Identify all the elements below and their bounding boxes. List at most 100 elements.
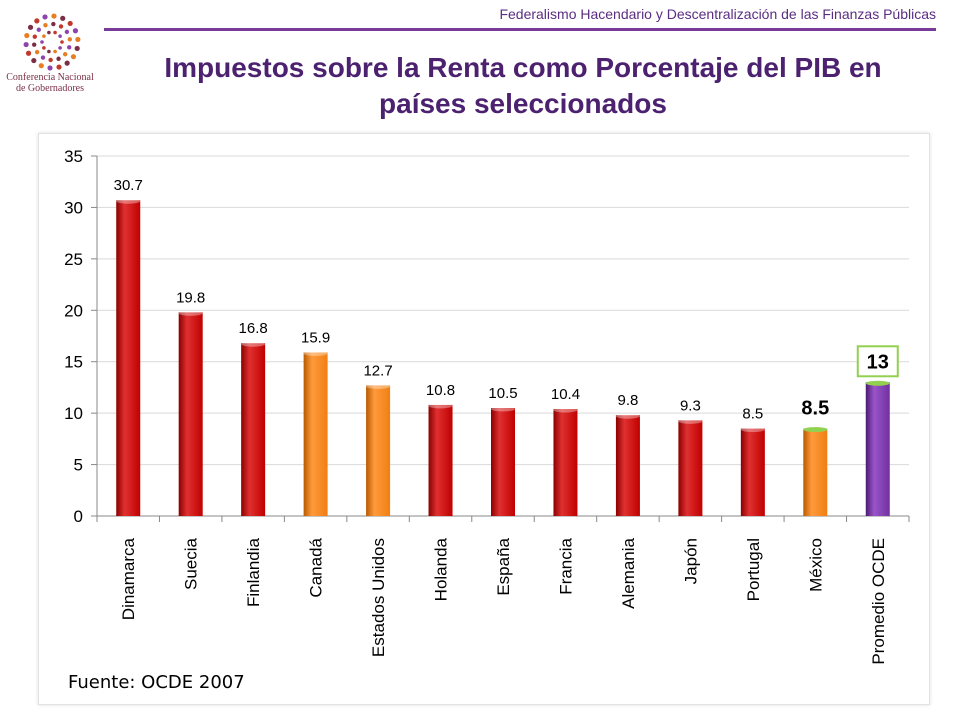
bar [241,343,266,516]
y-tick-label: 25 [64,250,83,269]
logo-dot [62,52,68,57]
bar-cap [303,350,328,356]
slide-title: Impuestos sobre la Renta como Porcentaje… [108,50,938,122]
slide-title-line-2: países seleccionados [379,88,667,119]
logo-text: Conferencia Nacional de Gobernadores [0,72,100,94]
value-label: 9.8 [617,392,638,409]
logo-dot [36,27,42,32]
bar-cap [740,427,765,433]
y-tick-label: 15 [64,353,83,372]
logo-dot [74,45,80,52]
bar [366,385,391,516]
value-label: 9.3 [680,397,701,414]
chart-panel: 0 5 10 15 20 25 30 35 30.7 Dinamarca 19.8 Suecia 16.… [38,133,930,705]
logo-dot [58,24,64,29]
logo-dot [42,34,46,38]
value-label-box [856,345,899,378]
logo-dot [32,34,38,39]
logo-dot [47,30,51,35]
category-label: Francia [556,537,575,594]
logo-dot [56,56,61,61]
logo-dot [60,15,66,21]
logo-line-2: de Gobernadores [15,83,85,94]
category-label: Suecia [182,537,201,590]
bar [803,428,828,516]
value-label: 19.8 [176,289,205,306]
logo-dot [25,50,32,56]
logo-dot [60,40,64,44]
bar-cap [865,380,890,386]
bar [678,420,703,516]
value-label: 10.8 [426,382,455,399]
category-label: Japón [681,538,700,584]
logo-dot [23,41,29,48]
value-label: 10.5 [488,385,517,402]
category-label: Dinamarca [119,537,138,620]
value-label: 12.7 [363,362,392,379]
header-subtitle: Federalismo Hacendario y Descentralizaci… [499,6,936,22]
logo-dot [24,32,30,39]
value-label: 30.7 [114,177,143,194]
logo-dot [72,28,79,34]
bar-cap [241,341,266,347]
value-label: 16.8 [239,320,268,337]
logo-dot [64,60,70,66]
bar [303,352,328,516]
bar-cap [116,198,141,204]
logo-dot [67,20,73,27]
logo-dot [31,57,37,64]
y-tick-label: 30 [64,198,83,217]
header-divider [104,28,936,31]
y-tick-label: 5 [74,456,83,475]
value-label: 15.9 [301,329,330,346]
category-label: Canadá [307,537,326,597]
value-label: 8.5 [742,406,763,423]
logo-dot [70,54,77,60]
y-tick-label: 20 [64,301,83,320]
bar [116,200,141,516]
y-tick-label: 10 [64,404,83,423]
bar-cap [491,406,515,412]
category-label: Finlandia [244,537,263,607]
y-tick-label: 35 [64,147,83,166]
bar [178,312,203,516]
logo-dot [75,36,81,43]
y-tick-label: 0 [74,507,83,526]
logo-dot [34,49,40,55]
category-label: Alemania [619,537,638,608]
logo-dot [51,13,57,19]
bar [740,428,765,516]
logo-dot [27,24,34,30]
bar-cap [553,407,578,413]
conago-logo-icon [23,13,81,71]
logo-dot [42,14,48,20]
logo-dot [53,49,57,54]
bar-cap [615,413,640,419]
category-label: Promedio OCDE [869,538,888,665]
category-label: Holanda [432,537,451,601]
bar-chart: 0 5 10 15 20 25 30 35 30.7 Dinamarca 19.8 Suecia 16.… [64,147,910,665]
bar [865,382,890,516]
logo-dot [66,45,72,50]
logo-dot [56,64,62,70]
value-label: 8.5 [801,398,829,420]
logo-dot [43,23,48,28]
logo-dot [58,46,62,50]
value-label: 10.4 [551,386,580,403]
logo-dot [48,57,53,63]
logo-dot [42,46,46,50]
bar [491,408,515,516]
logo-dot [38,63,44,69]
bar [615,415,640,516]
bar [428,404,453,516]
logo-dot [34,18,40,24]
category-label: Portugal [744,538,763,601]
slide-title-line-1: Impuestos sobre la Renta como Porcentaje… [164,52,882,83]
bar-cap [803,427,828,433]
logo-dot [47,65,53,71]
category-label: España [494,537,513,595]
bar-cap [678,418,703,424]
logo-dot [64,29,70,35]
value-label: 13 [867,351,889,373]
logo-dot [51,21,56,27]
